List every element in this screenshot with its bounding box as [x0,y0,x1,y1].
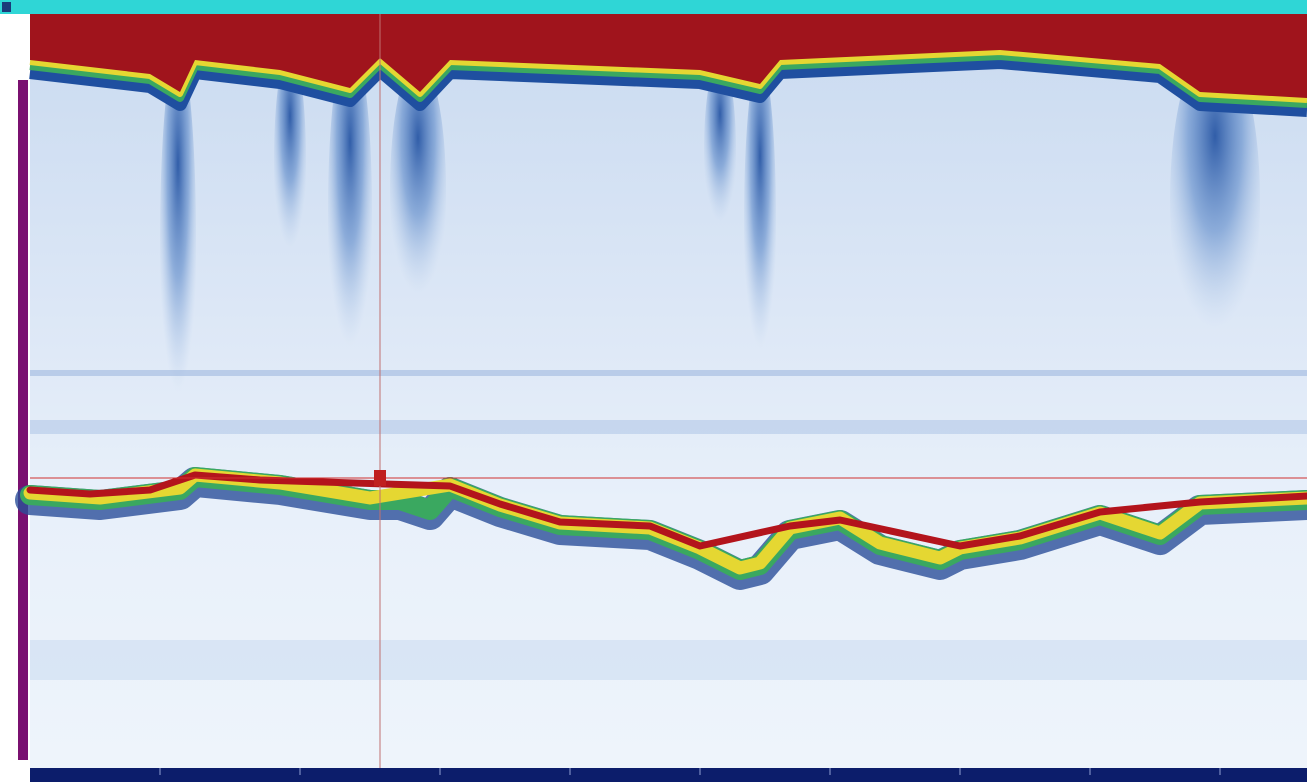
echogram-window [0,0,1307,782]
window-icon[interactable] [2,2,11,12]
time-axis [30,768,1307,782]
scroll-bar[interactable] [18,80,28,760]
noise-band [30,420,1307,434]
page [0,0,1307,782]
cursor-marker[interactable] [374,470,386,486]
plume [744,60,776,380]
noise-band [30,640,1307,680]
title-bar[interactable] [0,0,1307,14]
noise-band [30,370,1307,376]
